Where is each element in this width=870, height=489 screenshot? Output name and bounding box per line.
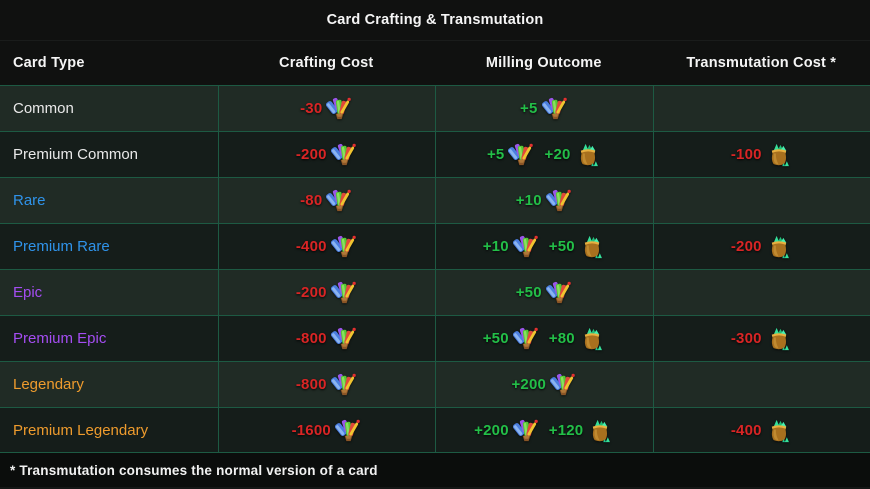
shard-bag-icon: [766, 325, 793, 352]
milling-outcome-cell: +5: [435, 86, 653, 131]
milling-wildcards-value: +5: [519, 100, 538, 117]
crafting-cost-value: -200: [295, 146, 327, 163]
milling-shards-value: +120: [548, 421, 584, 439]
wildcard-fan-icon: [331, 233, 358, 260]
transmutation-cost-value: -300: [730, 330, 762, 347]
crafting-cost-value: -800: [295, 376, 327, 393]
page-title: Card Crafting & Transmutation: [326, 12, 544, 28]
milling-outcome-cell: +200: [435, 362, 653, 407]
column-header-card-type: Card Type: [13, 55, 85, 71]
table-footnote-bar: * Transmutation consumes the normal vers…: [0, 453, 870, 489]
transmutation-cost-cell: -300: [652, 316, 870, 361]
column-header-crafting-cost: Crafting Cost: [279, 55, 374, 71]
crafting-cost-cell: -800: [217, 362, 436, 407]
table-body: Common -30 +5 Premium Common -200 +5 +20…: [0, 85, 870, 453]
crafting-cost-cell: -1600: [217, 408, 436, 452]
wildcard-fan-icon: [335, 417, 362, 444]
crafting-cost-cell: -800: [217, 316, 436, 361]
wildcard-fan-icon: [508, 141, 535, 168]
wildcard-fan-icon: [331, 141, 358, 168]
milling-outcome-cell: +50: [435, 270, 653, 315]
transmutation-cost-cell: [652, 362, 870, 407]
milling-wildcards-value: +50: [482, 330, 509, 347]
table-row: Common -30 +5: [0, 85, 870, 131]
milling-wildcards-value: +200: [511, 376, 547, 393]
crafting-cost-cell: -400: [217, 224, 436, 269]
milling-wildcards-value: +10: [515, 192, 542, 209]
shard-bag-icon: [766, 417, 793, 444]
column-header-milling-outcome: Milling Outcome: [485, 55, 602, 71]
milling-outcome-cell: +5 +20: [435, 132, 653, 177]
crafting-cost-cell: -200: [217, 132, 436, 177]
milling-outcome-cell: +10: [435, 178, 653, 223]
column-header-row: Card Type Crafting Cost Milling Outcome …: [0, 41, 870, 85]
shard-bag-icon: [575, 141, 602, 168]
wildcard-fan-icon: [513, 233, 540, 260]
shard-bag-icon: [579, 233, 606, 260]
wildcard-fan-icon: [546, 279, 573, 306]
transmutation-cost-value: -400: [730, 421, 762, 439]
milling-shards-value: +80: [548, 330, 575, 347]
wildcard-fan-icon: [513, 325, 540, 352]
milling-outcome-cell: +10 +50: [435, 224, 653, 269]
transmutation-cost-cell: -200: [652, 224, 870, 269]
card-type-cell: Premium Common: [13, 146, 139, 163]
card-type-cell: Premium Rare: [13, 238, 110, 255]
milling-outcome-cell: +50 +80: [435, 316, 653, 361]
crafting-cost-value: -400: [295, 238, 327, 255]
shard-bag-icon: [579, 325, 606, 352]
crafting-cost-value: -30: [300, 100, 323, 117]
table-row: Premium Rare -400 +10 +50 -200: [0, 223, 870, 269]
card-type-cell: Epic: [13, 284, 43, 301]
crafting-cost-cell: -200: [217, 270, 436, 315]
wildcard-fan-icon: [550, 371, 577, 398]
milling-shards-value: +20: [544, 146, 571, 163]
crafting-cost-value: -1600: [291, 421, 331, 439]
card-type-cell: Common: [13, 100, 74, 117]
transmutation-cost-cell: [652, 86, 870, 131]
transmutation-cost-value: -100: [730, 146, 762, 163]
milling-wildcards-value: +50: [515, 284, 542, 301]
wildcard-fan-icon: [542, 95, 569, 122]
shard-bag-icon: [587, 417, 614, 444]
card-type-cell: Premium Legendary: [13, 421, 149, 439]
shard-bag-icon: [766, 141, 793, 168]
transmutation-cost-value: -200: [730, 238, 762, 255]
transmutation-cost-cell: -400: [652, 408, 870, 452]
footnote-text: * Transmutation consumes the normal vers…: [10, 462, 378, 478]
table-title-bar: Card Crafting & Transmutation: [0, 0, 870, 41]
table-row: Rare -80 +10: [0, 177, 870, 223]
transmutation-cost-cell: [652, 178, 870, 223]
card-type-cell: Legendary: [13, 376, 84, 393]
table-row: Premium Epic -800 +50 +80 -300: [0, 315, 870, 361]
table-row: Legendary -800 +200: [0, 361, 870, 407]
milling-wildcards-value: +10: [482, 238, 509, 255]
wildcard-fan-icon: [331, 325, 358, 352]
transmutation-cost-cell: -100: [652, 132, 870, 177]
crafting-cost-cell: -80: [217, 178, 436, 223]
wildcard-fan-icon: [326, 187, 353, 214]
milling-shards-value: +50: [548, 238, 575, 255]
wildcard-fan-icon: [331, 371, 358, 398]
wildcard-fan-icon: [331, 279, 358, 306]
wildcard-fan-icon: [326, 95, 353, 122]
card-type-cell: Premium Epic: [13, 330, 107, 347]
wildcard-fan-icon: [546, 187, 573, 214]
table-row: Epic -200 +50: [0, 269, 870, 315]
table-row: Premium Legendary -1600 +200 +120 -400: [0, 407, 870, 453]
column-header-transmutation-cost: Transmutation Cost *: [686, 55, 837, 71]
transmutation-cost-cell: [652, 270, 870, 315]
crafting-cost-value: -80: [300, 192, 323, 209]
wildcard-fan-icon: [513, 417, 540, 444]
milling-outcome-cell: +200 +120: [435, 408, 653, 452]
crafting-cost-value: -800: [295, 330, 327, 347]
milling-wildcards-value: +200: [474, 421, 509, 439]
shard-bag-icon: [766, 233, 793, 260]
crafting-cost-value: -200: [295, 284, 327, 301]
milling-wildcards-value: +5: [486, 146, 505, 163]
card-type-cell: Rare: [13, 192, 46, 209]
crafting-cost-cell: -30: [217, 86, 436, 131]
table-row: Premium Common -200 +5 +20 -100: [0, 131, 870, 177]
